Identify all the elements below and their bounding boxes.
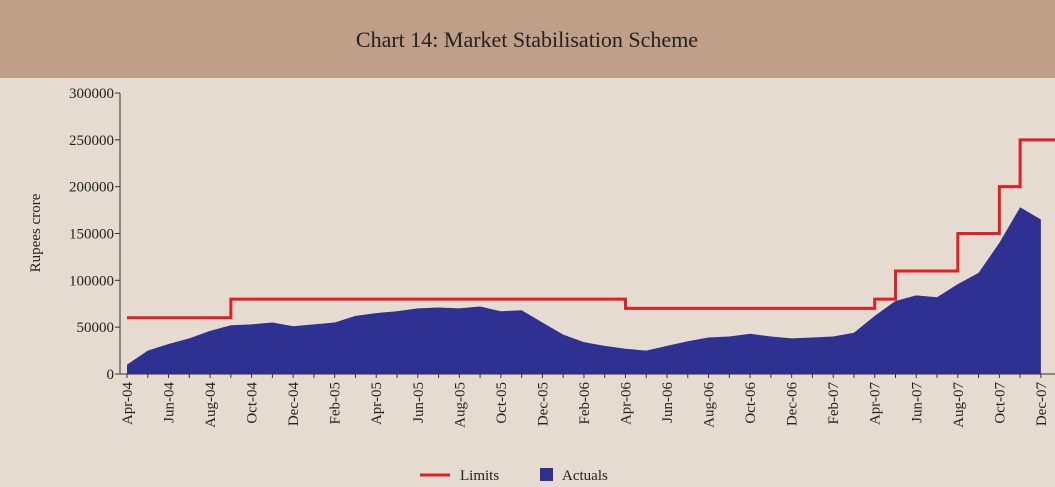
- y-tick-label: 50000: [77, 320, 115, 336]
- legend-label: Limits: [460, 468, 499, 484]
- x-tick-label: Aug-06: [702, 382, 718, 428]
- x-tick-label: Jun-04: [162, 382, 178, 423]
- x-tick-label: Apr-06: [618, 382, 634, 426]
- x-tick-label: Feb-07: [826, 382, 842, 425]
- x-tick-label: Aug-04: [203, 382, 219, 428]
- x-tick-label: Oct-06: [743, 382, 759, 424]
- x-tick-label: Apr-07: [868, 382, 884, 426]
- y-tick-label: 150000: [69, 227, 114, 243]
- x-tick-label: Apr-05: [369, 382, 385, 425]
- x-tick-label: Dec-04: [286, 382, 302, 427]
- x-tick-label: Dec-05: [535, 382, 551, 426]
- actuals-area: [127, 207, 1041, 374]
- x-tick-label: Dec-06: [785, 382, 801, 427]
- x-tick-label: Feb-05: [328, 382, 344, 425]
- y-tick-label: 250000: [69, 133, 114, 149]
- y-tick-label: 100000: [69, 273, 114, 289]
- limits-line: [127, 138, 1055, 320]
- x-tick-label: Aug-07: [951, 382, 967, 428]
- y-tick-label: 200000: [69, 180, 114, 196]
- y-tick-label: 0: [107, 367, 115, 383]
- x-tick-label: Dec-07: [1034, 382, 1050, 427]
- chart-title: Chart 14: Market Stabilisation Scheme: [356, 27, 698, 52]
- x-tick-label: Jun-05: [411, 382, 427, 423]
- x-tick-label: Feb-06: [577, 382, 593, 425]
- x-tick-label: Aug-05: [452, 382, 468, 428]
- x-tick-label: Oct-05: [494, 382, 510, 424]
- x-tick-label: Jun-06: [660, 382, 676, 423]
- x-tick-label: Oct-07: [992, 382, 1008, 424]
- x-tick-label: Oct-04: [245, 382, 261, 424]
- x-tick-label: Jun-07: [909, 382, 925, 423]
- x-tick-label: Apr-04: [120, 382, 136, 426]
- legend-label: Actuals: [562, 468, 608, 484]
- legend-swatch: [540, 468, 553, 481]
- y-axis-label: Rupees crore: [28, 193, 44, 272]
- title-band: [0, 0, 1055, 78]
- y-tick-label: 300000: [69, 86, 114, 102]
